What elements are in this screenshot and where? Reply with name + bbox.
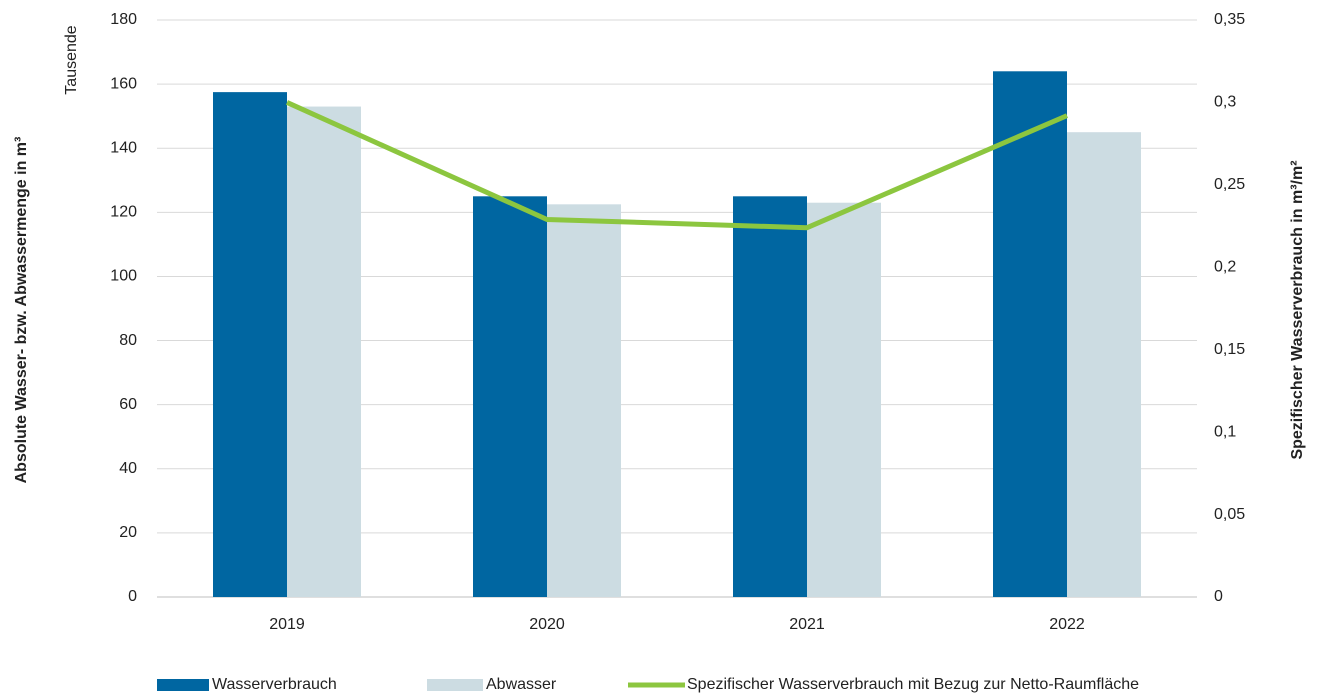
y2-tick-label: 0 [1214,588,1223,605]
legend-label: Wasserverbrauch [212,676,337,693]
y-axis-label: Absolute Wasser- bzw. Abwassermenge in m… [13,137,30,484]
x-tick-label: 2021 [789,616,825,633]
y2-tick-label: 0,05 [1214,506,1245,523]
y-tick-label: 40 [119,460,137,477]
y-tick-label: 80 [119,332,137,349]
legend-label: Spezifischer Wasserverbrauch mit Bezug z… [687,676,1139,693]
bar [213,92,287,597]
y-tick-label: 140 [110,139,137,156]
bar [1067,132,1141,597]
y-tick-label: 120 [110,204,137,221]
bar [287,106,361,598]
y2-tick-label: 0,2 [1214,259,1236,276]
y2-tick-label: 0,15 [1214,341,1245,358]
x-tick-label: 2020 [529,616,565,633]
legend-swatch [157,679,209,691]
y2-tick-label: 0,1 [1214,423,1236,440]
legend-swatch [427,679,483,691]
line [285,100,1068,231]
y2-tick-label: 0,3 [1214,94,1236,111]
y2-axis-label: Spezifischer Wasserverbrauch in m³/m² [1289,160,1306,459]
y2-tick-label: 0,35 [1214,11,1245,28]
bar [993,71,1067,598]
bar [807,202,881,597]
y2-tick-label: 0,25 [1214,176,1245,193]
bar [473,196,547,598]
legend-label: Abwasser [486,676,557,693]
bar [547,204,621,597]
y-tick-label: 180 [110,11,137,28]
bar [733,196,807,598]
y-tick-label: 100 [110,268,137,285]
y-unit-label: Tausende [63,25,80,94]
y-tick-label: 20 [119,524,137,541]
y-tick-label: 60 [119,396,137,413]
x-tick-label: 2019 [269,616,305,633]
y-tick-label: 0 [128,588,137,605]
x-tick-label: 2022 [1049,616,1085,633]
y-tick-label: 160 [110,75,137,92]
